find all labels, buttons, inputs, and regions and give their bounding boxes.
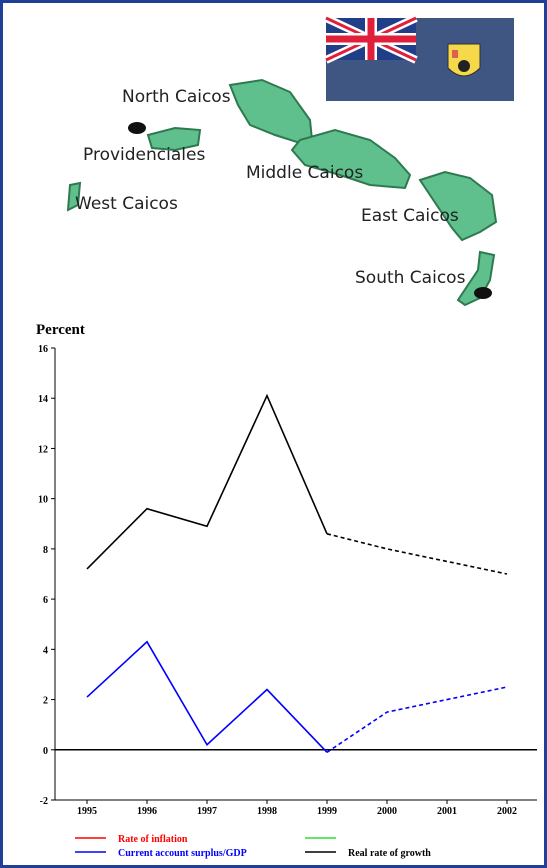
map-label: West Caicos [75,194,178,214]
y-tick-label: 12 [38,444,48,455]
x-tick-label: 1995 [77,806,97,817]
y-tick-label: 6 [43,595,48,606]
x-tick-label: 2000 [377,806,397,817]
y-tick-label: 14 [38,394,48,405]
town-marker [128,122,146,134]
x-tick-label: 1997 [197,806,217,817]
x-tick-label: 2001 [437,806,457,817]
y-tick-label: -2 [40,796,48,807]
series-line [326,686,508,753]
map-label: North Caicos [122,87,231,107]
y-axis-label: Percent [36,322,85,338]
flag [324,14,514,101]
town-marker [474,287,492,299]
map-label: South Caicos [355,268,466,288]
series-line [86,393,328,570]
y-tick-label: 2 [43,696,48,707]
y-tick-label: 0 [43,746,48,757]
y-tick-label: 4 [43,645,48,656]
x-tick-label: 1999 [317,806,337,817]
map-label: East Caicos [361,206,459,226]
plot: -2 0 2 4 6 8 10 12 14 16 1995 1996 1997 1998 1999 2000 2… [38,344,537,859]
map-label: Providenciales [83,145,205,165]
x-tick-label: 1996 [137,806,157,817]
map-label: Middle Caicos [246,163,363,183]
y-tick-label: 8 [43,545,48,556]
x-tick-label: 1998 [257,806,277,817]
map: North Caicos Providenciales Middle Caico… [66,14,514,307]
y-tick-label: 10 [38,495,48,506]
y-tick-label: 16 [38,344,48,355]
series-line [86,640,328,753]
x-tick-label: 2002 [497,806,517,817]
islands [66,78,498,307]
legend-label: Rate of inflation [118,834,188,845]
series-line [326,533,508,575]
legend-label: Current account surplus/GDP [118,848,247,859]
legend-label: Real rate of growth [348,848,431,859]
